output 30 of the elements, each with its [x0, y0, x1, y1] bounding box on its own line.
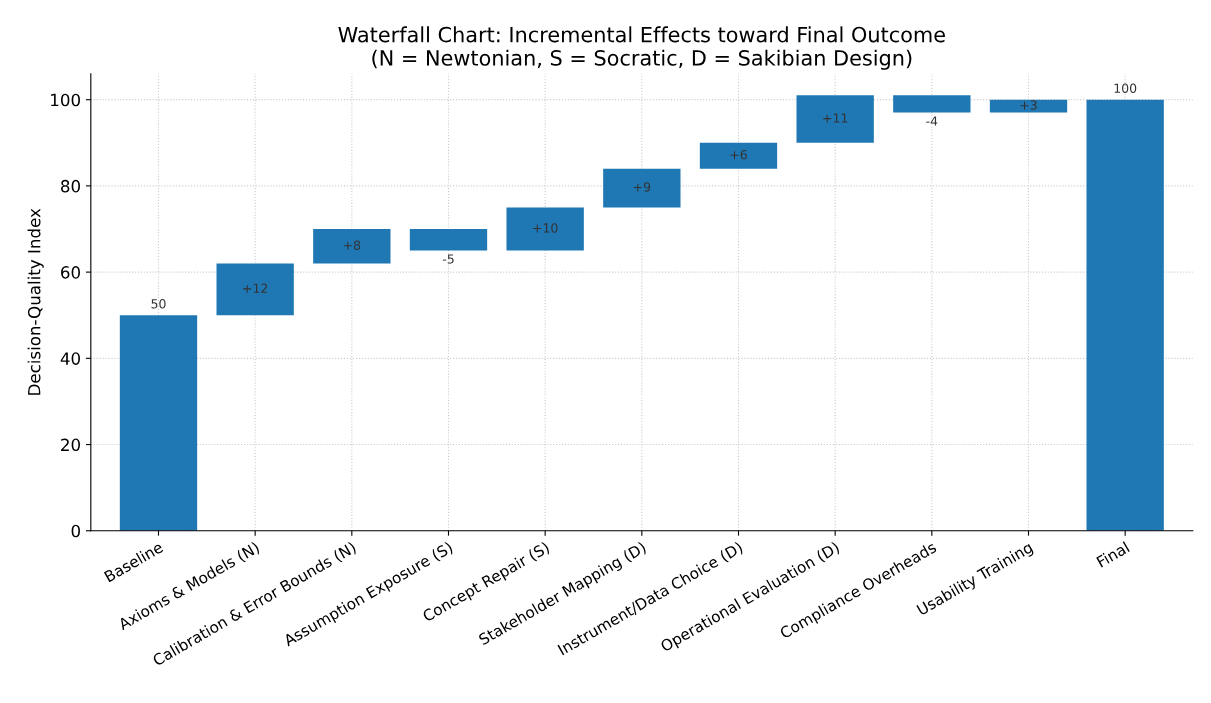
data-label: +10: [533, 223, 558, 233]
data-label: 100: [1114, 83, 1137, 93]
y-tick-label: 80: [61, 179, 80, 193]
data-label: -4: [926, 116, 938, 126]
data-label: +12: [243, 283, 268, 293]
bar: [603, 168, 681, 208]
data-label: -5: [442, 254, 454, 264]
bar: [313, 229, 391, 264]
bar: [893, 95, 971, 113]
bar: [409, 229, 488, 251]
data-label: +11: [823, 113, 848, 123]
data-label: +3: [1020, 100, 1037, 110]
bar: [989, 99, 1068, 113]
chart-title: Waterfall Chart: Incremental Effects toward Final Outcome (N = Newtonian, S = Socratic, D = Sakibian Design): [338, 26, 945, 70]
y-tick-label: 100: [51, 93, 80, 107]
y-tick-label: 0: [71, 524, 80, 538]
bar: [796, 95, 874, 143]
data-label: +9: [633, 182, 651, 192]
bar: [699, 142, 778, 169]
y-tick-label: 20: [61, 438, 80, 452]
bar: [506, 207, 584, 251]
data-label: 50: [151, 299, 166, 309]
data-label: +8: [343, 240, 361, 250]
data-label: +6: [730, 149, 747, 160]
y-axis-title: Decision-Quality Index: [27, 208, 44, 395]
y-tick-label: 60: [61, 266, 80, 279]
bar: [1086, 99, 1164, 531]
y-tick-label: 40: [60, 352, 80, 365]
bar: [119, 315, 198, 531]
bar: [216, 263, 294, 316]
